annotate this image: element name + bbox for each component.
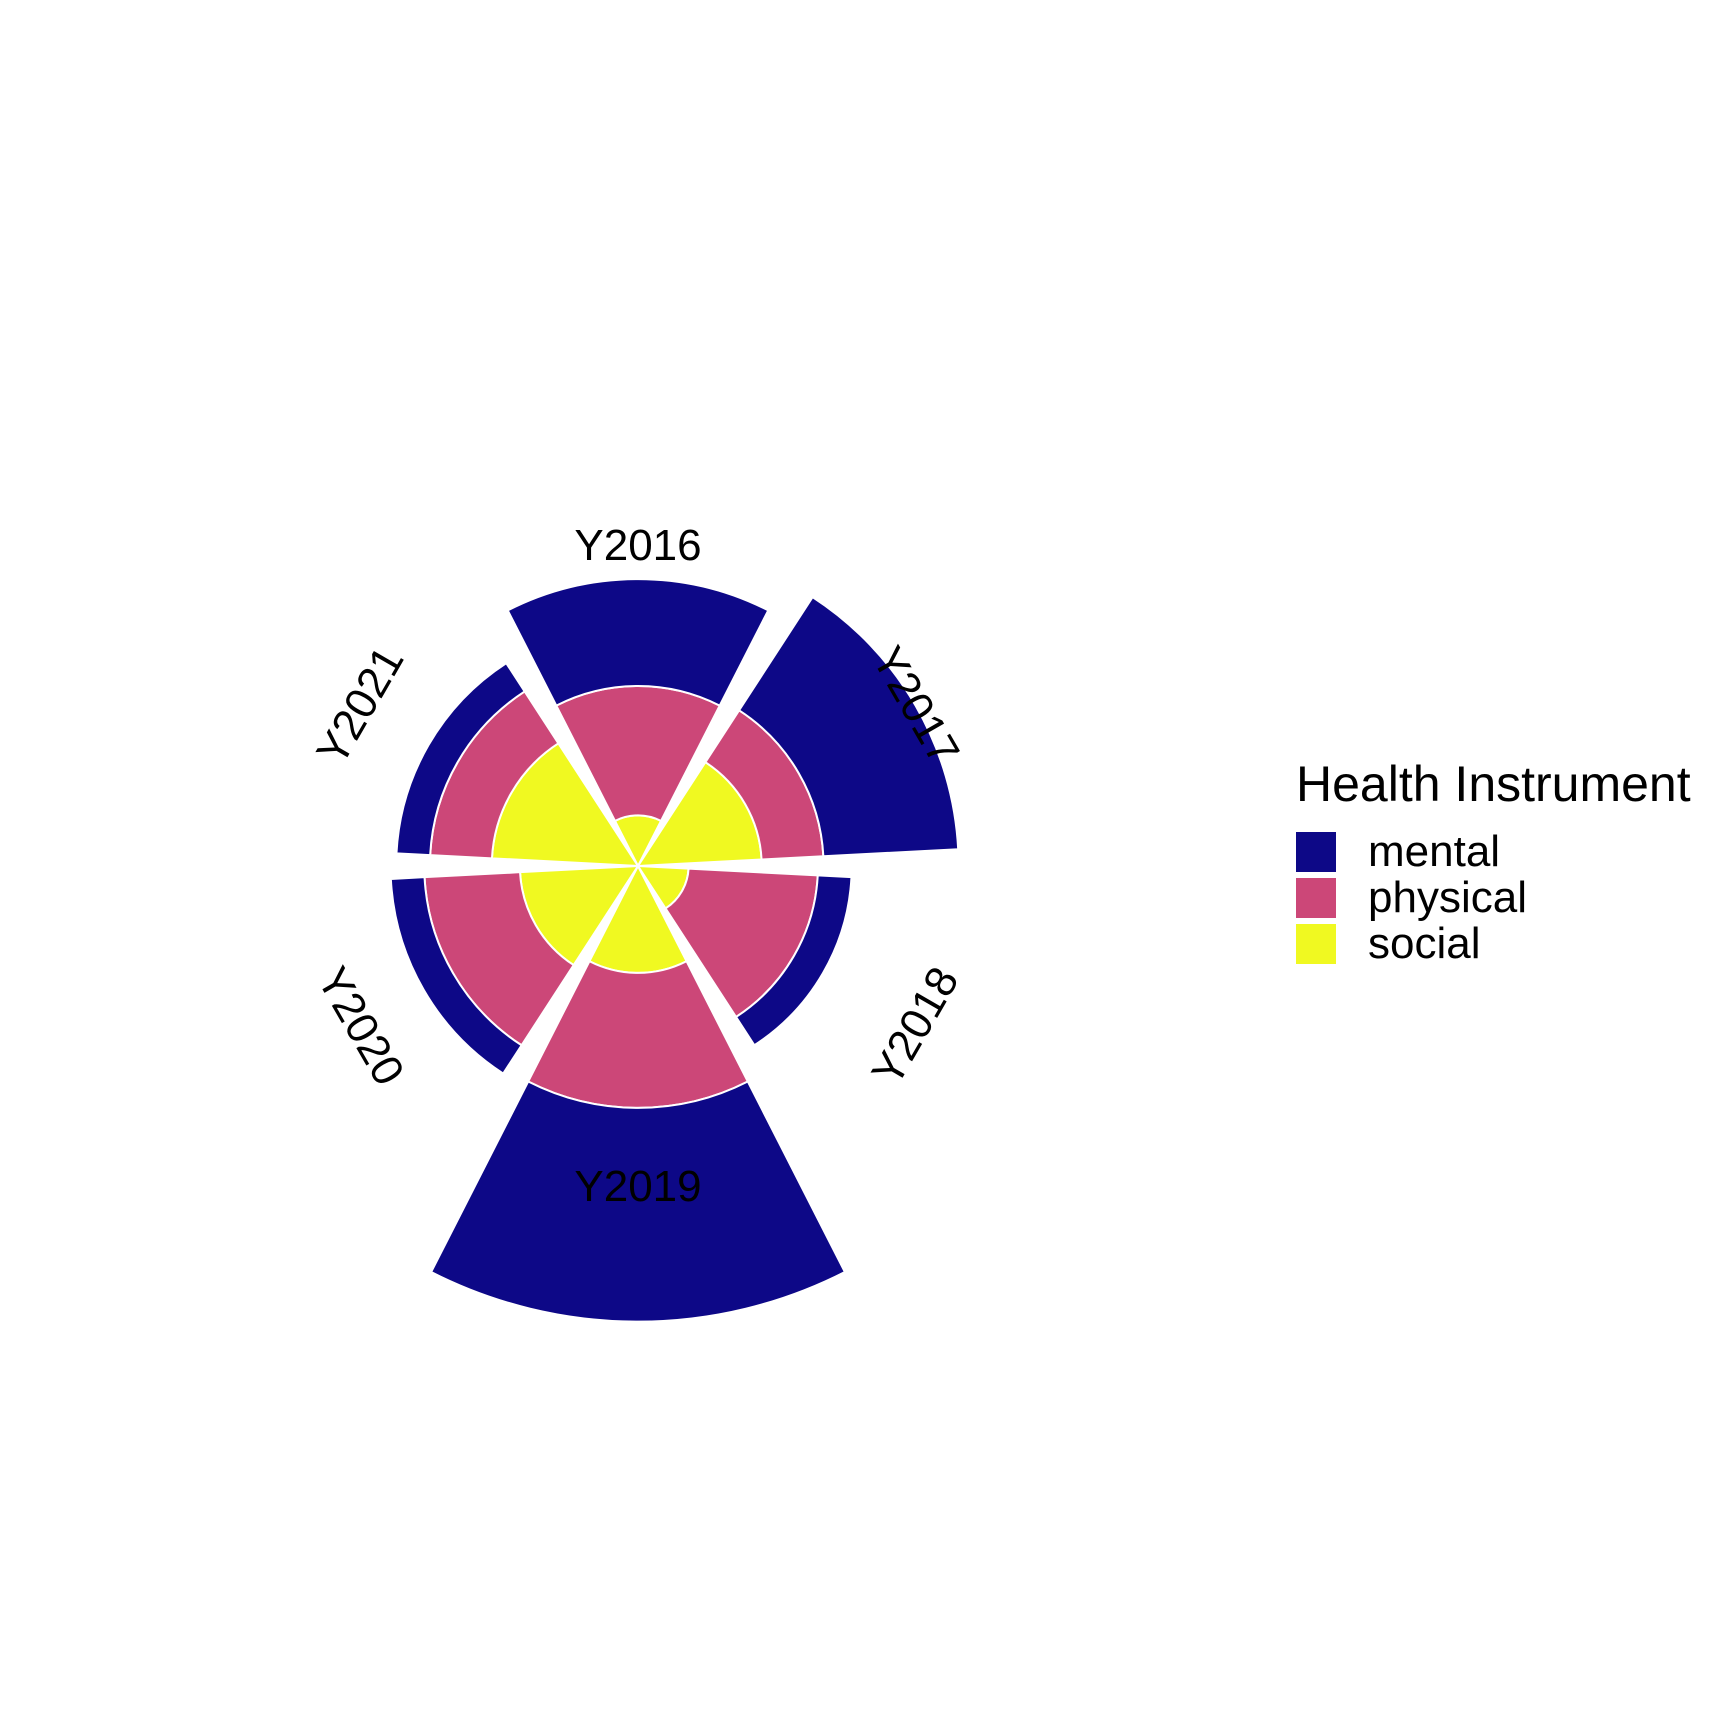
legend-key-mental — [1296, 832, 1336, 872]
legend-title: Health Instrument — [1296, 755, 1691, 813]
category-label-y2016: Y2016 — [574, 521, 701, 570]
legend-item-physical: physical — [1296, 875, 1691, 921]
legend-key-social — [1296, 924, 1336, 964]
legend-key-physical — [1296, 878, 1336, 918]
category-label-y2019: Y2019 — [574, 1162, 701, 1211]
category-label-y2020: Y2020 — [307, 959, 413, 1094]
bar-y2016-mental — [508, 579, 768, 705]
legend-item-social: social — [1296, 921, 1691, 967]
category-label-y2021: Y2021 — [307, 638, 413, 773]
legend-item-mental: mental — [1296, 829, 1691, 875]
category-label-y2018: Y2018 — [863, 959, 969, 1094]
legend-label-mental: mental — [1368, 827, 1500, 877]
legend-label-social: social — [1368, 919, 1481, 969]
legend-label-physical: physical — [1368, 873, 1527, 923]
legend: Health Instrument mental physical social — [1296, 755, 1691, 967]
